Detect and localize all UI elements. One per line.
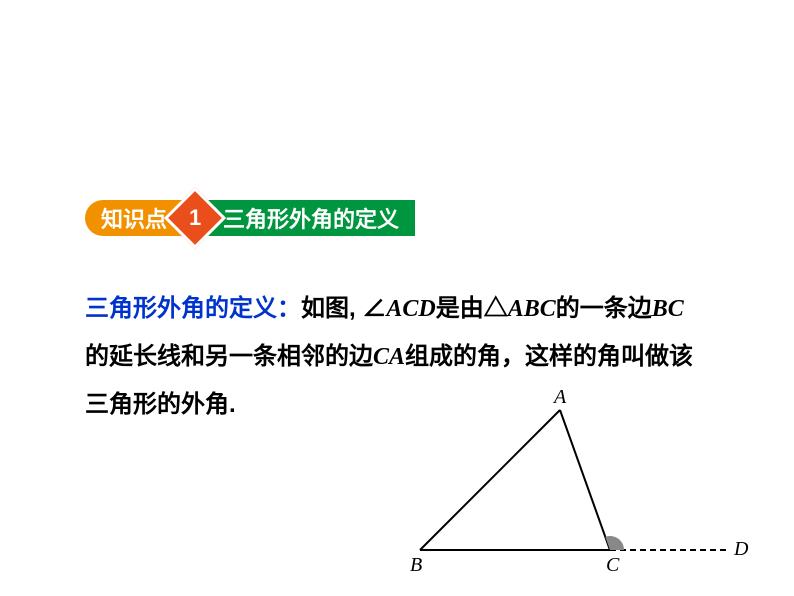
definition-lead: 三角形外角的定义：: [85, 295, 301, 322]
txt-2: 是由△: [436, 295, 508, 322]
txt-1: 如图, ∠: [301, 295, 386, 322]
angle-ACD: ACD: [386, 296, 435, 322]
vertex-label-C: C: [606, 554, 619, 577]
header-diamond: 1: [164, 187, 226, 249]
header-right-label: 三角形外角的定义: [223, 202, 399, 234]
triangle-ABC: ABC: [508, 296, 556, 322]
section-header: 知识点 1 三角形外角的定义: [85, 200, 415, 236]
txt-4: 的延长线和另一条相邻的边: [85, 343, 373, 370]
vertex-label-B: B: [410, 554, 422, 577]
diagram-svg: [390, 400, 750, 580]
triangle-diagram: A B C D: [390, 400, 750, 580]
txt-3: 的一条边: [556, 295, 652, 322]
header-number: 1: [189, 205, 201, 231]
side-CA: CA: [373, 344, 405, 370]
side-BC: BC: [652, 296, 684, 322]
header-left-label: 知识点: [101, 202, 167, 234]
vertex-label-D: D: [734, 538, 748, 561]
header-right-pill: 三角形外角的定义: [195, 200, 415, 236]
vertex-label-A: A: [554, 386, 566, 409]
